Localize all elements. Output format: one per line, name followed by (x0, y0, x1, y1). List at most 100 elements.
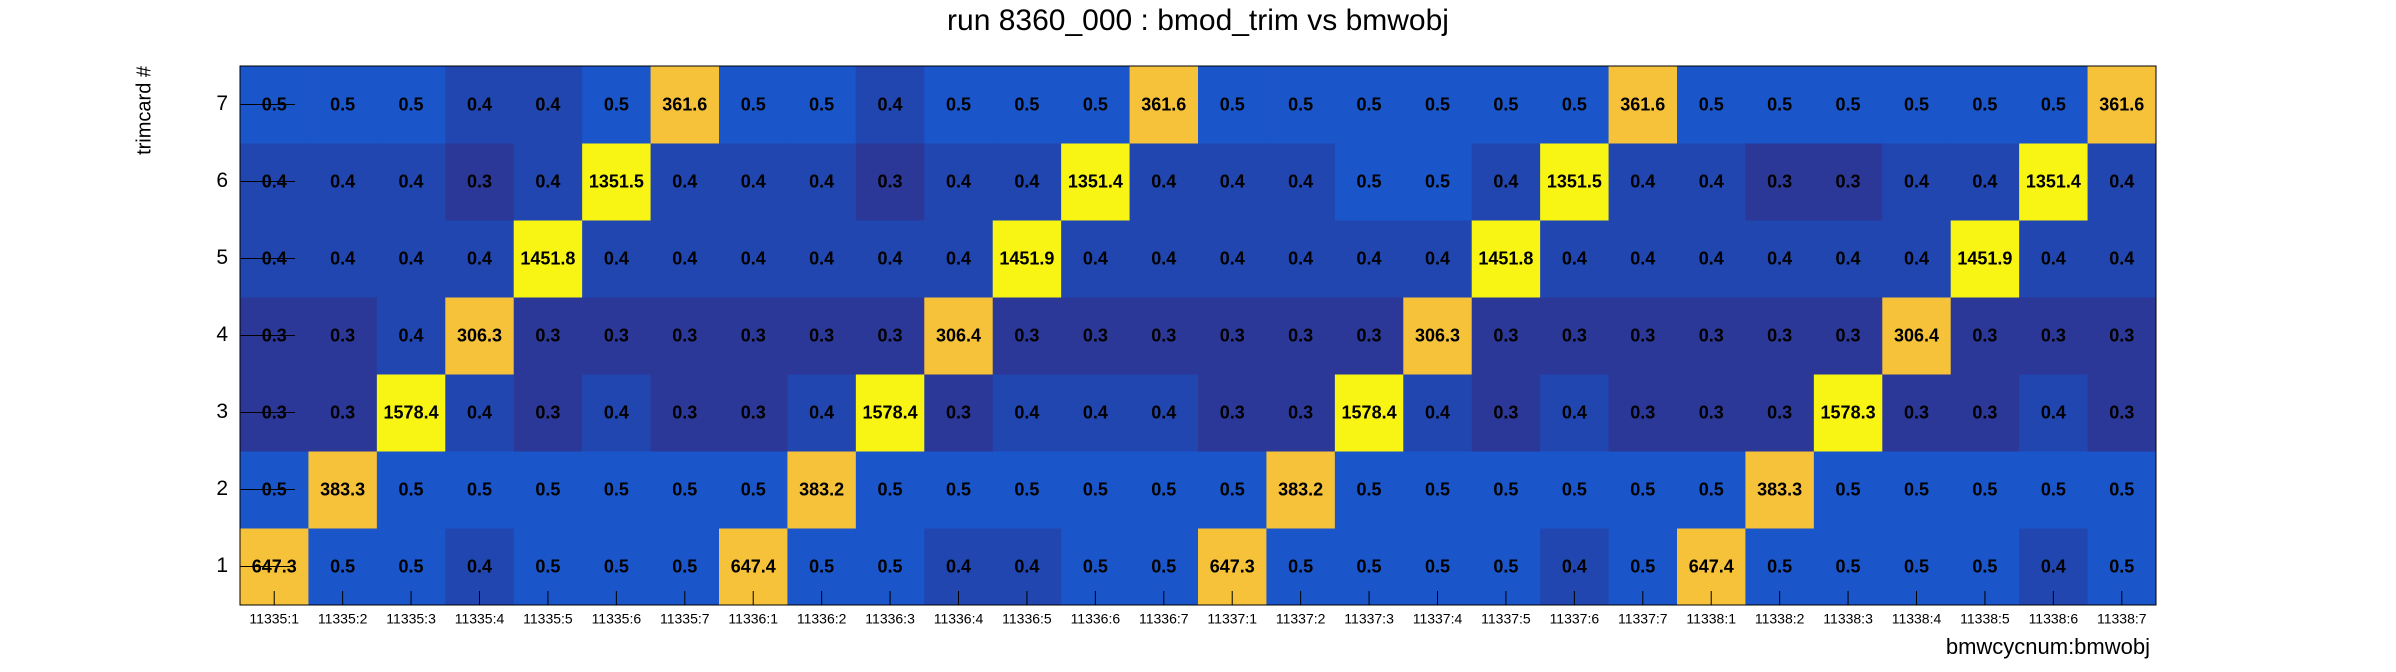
y-tick-label: 2 (216, 477, 228, 500)
cell-label: 0.5 (878, 556, 903, 576)
cell-label: 0.5 (741, 479, 766, 499)
cell-label: 0.4 (2041, 402, 2066, 422)
cell (650, 143, 720, 221)
x-tick-label: 11335:2 (318, 611, 368, 627)
cell-label: 0.5 (1357, 479, 1382, 499)
cell-label: 1351.4 (1068, 171, 1123, 191)
cell-label: 0.5 (946, 94, 971, 114)
cell-label: 0.4 (1220, 248, 1245, 268)
y-tick-label: 6 (216, 169, 228, 192)
cell-label: 1578.3 (1821, 402, 1876, 422)
cell-label: 0.4 (1151, 171, 1176, 191)
cell (1950, 66, 2020, 144)
cell (1471, 220, 1541, 298)
cell (1061, 66, 1131, 144)
cell (650, 451, 720, 529)
x-tick-label: 11336:2 (797, 611, 847, 627)
cell (582, 143, 652, 221)
cell-label: 0.3 (878, 325, 903, 345)
cell-label: 0.5 (1288, 94, 1313, 114)
cell (1745, 374, 1815, 452)
cell (376, 451, 446, 529)
cell-label: 0.4 (330, 248, 355, 268)
cell-label: 1578.4 (1342, 402, 1397, 422)
cell-label: 1351.4 (2026, 171, 2081, 191)
cell-label: 0.3 (1630, 402, 1655, 422)
cell (1608, 143, 1678, 221)
cell-label: 0.4 (1014, 402, 1039, 422)
cell (376, 220, 446, 298)
cell-label: 0.5 (2109, 479, 2134, 499)
cell-label: 0.3 (2109, 325, 2134, 345)
cell-label: 0.4 (1904, 248, 1929, 268)
cell-label: 0.4 (809, 248, 834, 268)
cell-label: 0.5 (1357, 556, 1382, 576)
x-tick-label: 11336:4 (934, 611, 984, 627)
cell-label: 0.4 (1562, 248, 1587, 268)
cell-label: 0.5 (535, 479, 560, 499)
cell (376, 143, 446, 221)
cell-label: 0.4 (1288, 171, 1313, 191)
cell-label: 0.5 (1699, 479, 1724, 499)
x-tick-label: 11338:7 (2097, 611, 2147, 627)
cell (376, 297, 446, 375)
cell (650, 220, 720, 298)
cell (513, 297, 583, 375)
cell-label: 0.5 (1014, 94, 1039, 114)
cell-label: 0.4 (741, 171, 766, 191)
cell-label: 0.5 (1220, 479, 1245, 499)
cell-label: 0.4 (1357, 248, 1382, 268)
cell-label: 0.5 (2109, 556, 2134, 576)
cell (855, 66, 925, 144)
cell-label: 0.4 (467, 94, 492, 114)
cell-label: 0.4 (1151, 402, 1176, 422)
cell (1198, 374, 1267, 452)
cell (1129, 143, 1199, 221)
y-axis-title: trimcard # (133, 65, 155, 155)
cell-label: 0.3 (878, 171, 903, 191)
x-tick-label: 11335:5 (523, 611, 573, 627)
cell (2019, 451, 2089, 529)
cell-label: 361.6 (1620, 94, 1665, 114)
cell-label: 0.5 (1083, 479, 1108, 499)
cell (1813, 143, 1883, 221)
x-tick-label: 11337:1 (1207, 611, 1257, 627)
cell-label: 0.5 (535, 556, 560, 576)
cell (2019, 220, 2089, 298)
cell-label: 0.3 (330, 402, 355, 422)
cell (1608, 66, 1678, 144)
cell (924, 143, 994, 221)
x-tick-label: 11336:3 (865, 611, 915, 627)
cell (1882, 220, 1952, 298)
cell-label: 383.2 (799, 479, 844, 499)
cell-label: 0.5 (1220, 94, 1245, 114)
cell-label: 306.4 (1894, 325, 1939, 345)
cell-label: 0.4 (1630, 171, 1655, 191)
cell (1403, 451, 1473, 529)
cell (992, 143, 1062, 221)
cell-label: 0.4 (1083, 402, 1108, 422)
cell-label: 0.3 (535, 325, 560, 345)
cell (855, 220, 925, 298)
cell (719, 297, 788, 375)
cell-label: 1451.9 (999, 248, 1054, 268)
cell (2087, 451, 2157, 529)
cell (308, 297, 378, 375)
cell (1540, 66, 1610, 144)
cell (1266, 374, 1336, 452)
cell-label: 0.3 (1699, 402, 1724, 422)
cell-label: 0.4 (946, 248, 971, 268)
cell (1334, 451, 1404, 529)
chart-title: run 8360_000 : bmod_trim vs bmwobj (947, 4, 1449, 37)
cell (1061, 374, 1131, 452)
cell (1266, 220, 1336, 298)
cell (924, 220, 994, 298)
x-tick-label: 11336:5 (1002, 611, 1052, 627)
cell (1745, 297, 1815, 375)
cell-label: 0.4 (399, 325, 424, 345)
cell (1540, 451, 1610, 529)
cell-label: 0.5 (1972, 556, 1997, 576)
cell-label: 0.3 (1288, 402, 1313, 422)
